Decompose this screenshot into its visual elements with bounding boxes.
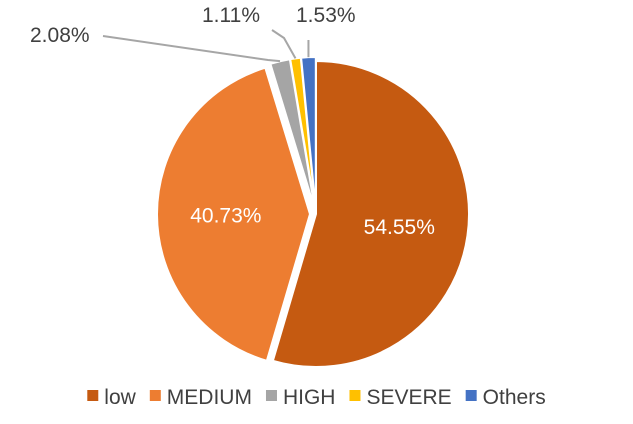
data-label-severe: 1.11%	[202, 4, 260, 27]
data-label-low: 54.55%	[364, 216, 435, 239]
data-label-medium: 40.73%	[190, 204, 261, 227]
leader-lines	[102, 29, 310, 63]
leader-line-high	[102, 35, 281, 63]
pie-slice-medium	[156, 66, 312, 363]
legend-label-others: Others	[483, 386, 546, 409]
legend-label-low: low	[104, 386, 136, 409]
legend-label-medium: MEDIUM	[167, 386, 252, 409]
legend-swatch-severe	[349, 390, 361, 401]
data-label-others: 1.53%	[296, 4, 356, 27]
leader-line-severe	[271, 29, 297, 59]
legend-swatch-low	[87, 390, 99, 401]
legend: low MEDIUM HIGH SEVERE Others	[87, 386, 546, 409]
data-label-high: 2.08%	[30, 24, 90, 47]
legend-swatch-medium	[149, 390, 161, 401]
legend-swatch-others	[465, 390, 477, 401]
legend-label-high: HIGH	[283, 386, 336, 409]
legend-label-severe: SEVERE	[366, 386, 451, 409]
legend-swatch-high	[265, 390, 277, 401]
data-labels: 54.55% 40.73% 2.08% 1.11% 1.53%	[30, 4, 435, 239]
pie-slices	[156, 56, 470, 368]
pie-slice-low	[271, 59, 470, 368]
pie-slice-others	[300, 56, 317, 211]
